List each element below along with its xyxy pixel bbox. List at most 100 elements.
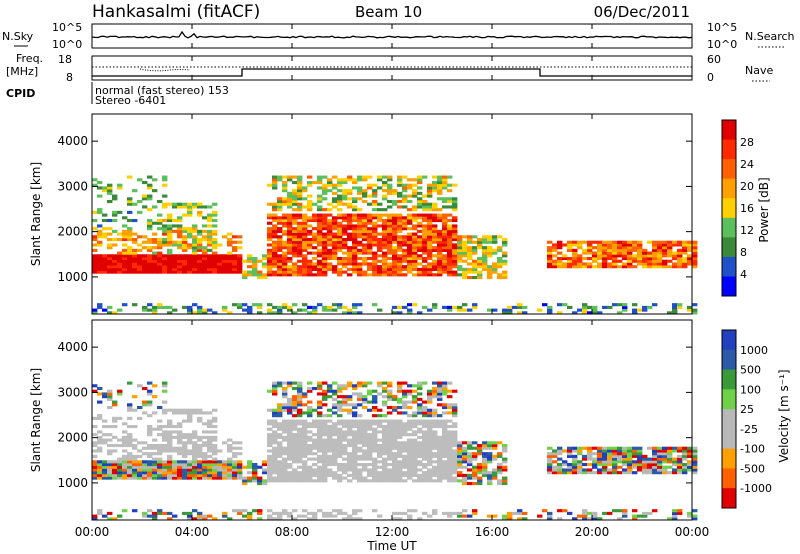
power-cell <box>277 227 283 231</box>
power-colorbar-tick: 12 <box>740 224 754 237</box>
power-cell <box>417 191 423 195</box>
power-cell <box>337 240 343 244</box>
power-cell <box>412 191 418 195</box>
power-cell <box>157 246 163 250</box>
velocity-cell <box>327 460 333 464</box>
velocity-cell <box>387 479 393 483</box>
velocity-cell <box>452 405 458 410</box>
power-cell <box>392 227 398 231</box>
velocity-cell <box>367 443 373 448</box>
velocity-cell <box>282 419 288 423</box>
velocity-cell <box>362 438 368 442</box>
velocity-cell <box>327 435 333 439</box>
velocity-cell <box>97 449 103 453</box>
power-cell <box>692 251 698 255</box>
velocity-cell <box>547 517 553 521</box>
velocity-cell <box>402 400 408 404</box>
velocity-cell <box>692 514 698 518</box>
power-cell <box>247 254 253 258</box>
power-cell <box>167 251 173 255</box>
power-cell <box>497 275 503 280</box>
velocity-cell <box>267 479 273 483</box>
power-cell <box>397 183 403 187</box>
velocity-cell <box>247 514 253 518</box>
power-cell <box>312 273 318 277</box>
velocity-cell <box>112 435 118 439</box>
velocity-cell <box>282 403 288 407</box>
velocity-cell <box>547 454 553 458</box>
power-cell <box>687 248 693 252</box>
velocity-cell <box>457 457 463 461</box>
velocity-cell <box>467 441 473 445</box>
power-cell <box>192 227 198 231</box>
power-cell <box>377 218 383 223</box>
velocity-cell <box>547 462 553 467</box>
power-cell <box>187 267 193 271</box>
velocity-cell <box>622 509 628 513</box>
velocity-cell <box>577 462 583 467</box>
velocity-cell <box>167 430 173 434</box>
power-cell <box>452 224 458 228</box>
power-cell <box>132 248 138 252</box>
power-cell <box>482 259 488 263</box>
power-cell <box>482 262 488 266</box>
power-cell <box>292 240 298 244</box>
velocity-cell <box>462 457 468 461</box>
velocity-cell <box>277 446 283 450</box>
power-cell <box>572 262 578 266</box>
power-cell <box>417 254 423 258</box>
power-cell <box>327 202 333 206</box>
power-cell <box>267 254 273 258</box>
velocity-cell <box>362 395 368 399</box>
velocity-cell <box>117 416 123 420</box>
velocity-cell <box>347 411 353 415</box>
velocity-cell <box>357 441 363 445</box>
velocity-cell <box>677 462 683 467</box>
velocity-cell <box>102 438 108 442</box>
velocity-cell <box>282 511 288 515</box>
power-colorbar-frame <box>721 119 737 297</box>
velocity-cell <box>352 476 358 480</box>
velocity-colorbar-tick: -100 <box>740 443 765 456</box>
velocity-cell <box>612 468 618 472</box>
velocity-cell <box>417 454 423 458</box>
velocity-cell <box>342 449 348 453</box>
power-cell <box>372 270 378 274</box>
velocity-cell <box>352 435 358 439</box>
velocity-cell <box>677 449 683 453</box>
power-cell <box>277 229 283 233</box>
power-cell <box>172 202 178 206</box>
velocity-cell <box>147 414 153 418</box>
velocity-cell <box>692 468 698 472</box>
power-cell <box>407 183 413 187</box>
velocity-cell <box>677 468 683 472</box>
power-cell <box>292 235 298 239</box>
velocity-cell <box>687 449 693 453</box>
power-cell <box>197 262 203 266</box>
power-cell <box>212 218 218 223</box>
velocity-cell <box>107 452 113 456</box>
power-cell <box>372 199 378 204</box>
velocity-cell <box>102 514 108 518</box>
power-cell <box>222 305 228 309</box>
power-cell <box>467 262 473 266</box>
power-cell <box>672 303 678 307</box>
power-cell <box>327 262 333 266</box>
velocity-cell <box>457 511 463 515</box>
velocity-cell <box>547 457 553 461</box>
power-cell <box>447 175 453 179</box>
power-cell <box>147 270 153 274</box>
velocity-cell <box>372 430 378 434</box>
velocity-cell <box>427 452 433 456</box>
velocity-cell <box>127 471 133 475</box>
power-cell <box>317 262 323 266</box>
velocity-cell <box>382 403 388 407</box>
velocity-cell <box>117 462 123 467</box>
power-cell <box>547 248 553 252</box>
power-cell <box>147 303 153 307</box>
velocity-cell <box>382 449 388 453</box>
velocity-cell <box>652 454 658 458</box>
velocity-cell <box>457 465 463 469</box>
velocity-cell <box>652 462 658 467</box>
power-cell <box>372 251 378 255</box>
